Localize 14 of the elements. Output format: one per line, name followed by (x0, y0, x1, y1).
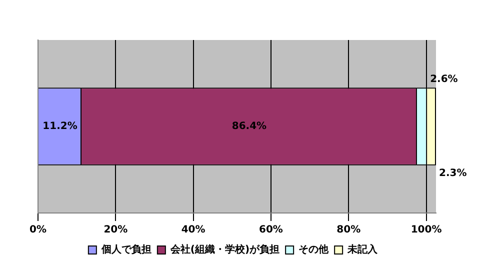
text: 11.2% (42, 121, 78, 132)
x-tick-label: 60% (259, 224, 283, 236)
x-tick-label: 40% (181, 224, 206, 236)
text: 2.3% (439, 168, 467, 180)
legend-label: 個人で負担 (100, 244, 152, 256)
text: 86.4% (232, 121, 267, 132)
x-tick-label: 0% (30, 224, 46, 236)
legend-label: 会社(組織・学校)が負担 (169, 244, 280, 256)
legend-label: その他 (298, 244, 330, 256)
x-tick-label: 100% (410, 224, 442, 236)
legend-label: 未記入 (346, 244, 379, 256)
text: 2.6% (430, 74, 458, 86)
x-tick-label: 20% (104, 224, 128, 236)
x-tick-label: 80% (336, 224, 361, 236)
